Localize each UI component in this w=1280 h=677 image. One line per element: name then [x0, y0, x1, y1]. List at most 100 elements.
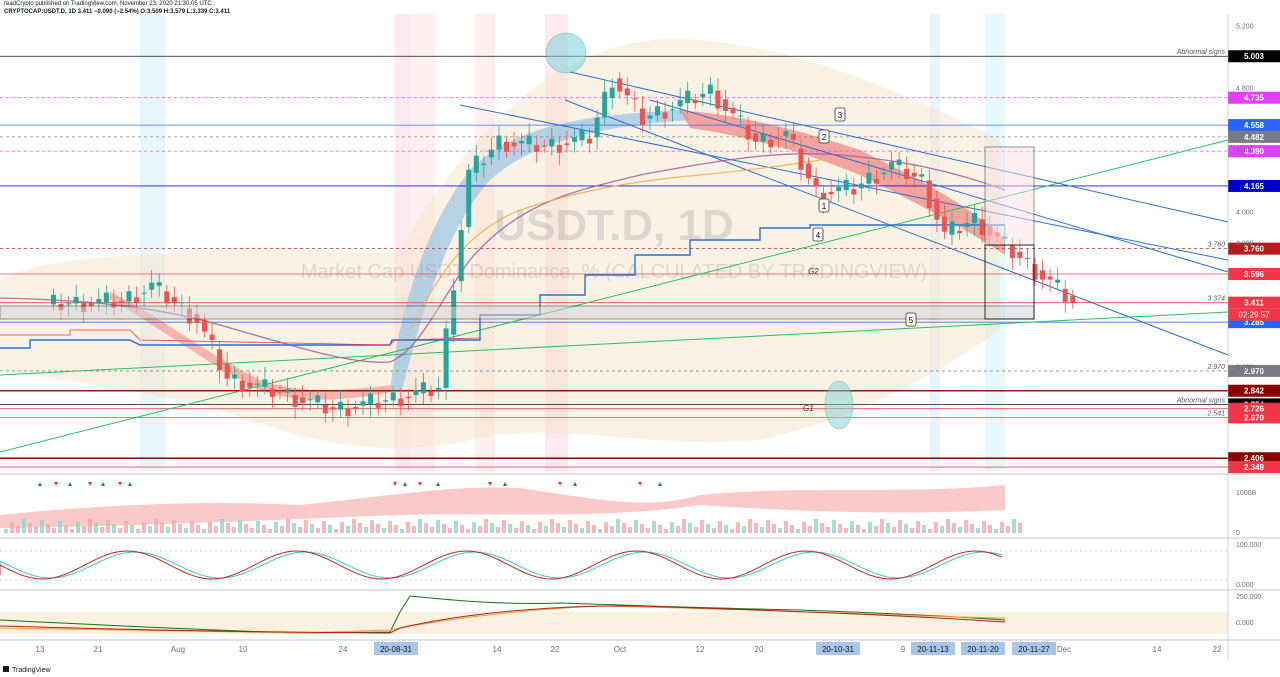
candle-body — [594, 117, 600, 138]
candle-body — [247, 382, 253, 388]
volume-bar — [118, 528, 122, 533]
candle-body — [979, 219, 985, 236]
drawing-boxes — [0, 32, 1035, 430]
volume-bar — [592, 525, 596, 533]
callout-box — [834, 107, 846, 122]
volume-bar — [844, 528, 848, 533]
volume-bar — [412, 526, 416, 533]
candle-body — [111, 301, 117, 308]
candle-body — [760, 133, 766, 142]
publish-info: readCrypto published on TradingView.com,… — [4, 1, 212, 7]
candle-body — [821, 192, 827, 202]
price-tag — [1228, 50, 1280, 63]
candle-body — [624, 88, 630, 96]
volume-bar — [760, 527, 764, 533]
candle-body — [134, 297, 140, 303]
candle-body — [836, 187, 842, 192]
volume-bar — [526, 525, 530, 533]
g2-label: G2 — [808, 267, 819, 276]
candle-body — [972, 213, 978, 224]
volume-bar — [298, 527, 302, 533]
volume-bar — [220, 519, 224, 533]
callout-box — [818, 198, 830, 213]
volume-bar — [388, 521, 392, 533]
volume-bar — [868, 522, 872, 533]
candle-body — [209, 334, 215, 340]
candle-body — [315, 395, 321, 403]
volume-bar — [820, 523, 824, 533]
candle-body — [828, 191, 834, 195]
volume-bar — [652, 521, 656, 533]
volume-bar — [598, 529, 602, 533]
callout-label: 5 — [909, 316, 914, 325]
volume-bar — [946, 519, 950, 533]
highlight-band — [140, 14, 165, 471]
price-tag-label: 2.970 — [1244, 367, 1265, 376]
candle-body — [919, 174, 925, 177]
x-tick-label: 9 — [901, 645, 906, 654]
volume-bar — [16, 526, 20, 533]
volume-bar — [352, 519, 356, 533]
price-tag-label: 3.596 — [1244, 270, 1265, 279]
signal-marker — [658, 482, 662, 486]
candle-body — [118, 301, 124, 303]
signal-marker — [488, 482, 492, 486]
volume-bar — [58, 521, 62, 533]
brand-label: TradingView — [12, 667, 51, 674]
volume-bar — [574, 524, 578, 533]
volume-bar — [430, 527, 434, 533]
x-tick-label: 22 — [1213, 645, 1222, 654]
candle-body — [473, 155, 479, 173]
volume-bar — [826, 527, 830, 533]
volume-bar — [748, 519, 752, 533]
x-date-tag — [374, 642, 418, 655]
candle-body — [149, 282, 155, 290]
candle-body — [1062, 288, 1068, 302]
candle-body — [141, 292, 147, 294]
candle-body — [934, 198, 940, 220]
volume-bar — [4, 529, 8, 533]
volume-bar — [640, 524, 644, 533]
ma-line-purple — [0, 153, 1006, 363]
price-tag — [1228, 384, 1280, 397]
volume-bar — [700, 520, 704, 533]
candle-body — [655, 106, 660, 116]
candle-body — [383, 400, 389, 402]
candle-body — [504, 141, 509, 152]
signal-marker — [393, 482, 397, 486]
volume-bar — [886, 523, 890, 533]
volume-bar — [304, 520, 308, 533]
time-axis[interactable]: 13 21 Aug 10 24 14 22 Oct 12 20 9 Dec 14 22 20-08-31 20… — [0, 639, 1280, 655]
candle-body — [322, 404, 328, 414]
candle-body — [420, 382, 426, 394]
signal-marker — [88, 482, 92, 486]
signal-marker — [68, 482, 72, 486]
price-axis[interactable]: 5.003 4.735 4.558 4.482 4.390 4.165 3.760 3.596… — [1227, 14, 1280, 660]
x-date-tag — [911, 642, 955, 655]
candle-body — [670, 109, 676, 111]
countdown-tag — [1228, 308, 1280, 321]
candle-body — [345, 408, 351, 417]
callout-box — [905, 312, 917, 327]
volume-bar — [772, 524, 776, 533]
x-tick-label: 10 — [239, 645, 248, 654]
candle-body — [564, 143, 570, 145]
x-date-tag-label: 20-11-27 — [1018, 645, 1050, 654]
candle-body — [1024, 257, 1030, 259]
volume-bar — [232, 527, 236, 533]
candle-body — [790, 134, 796, 140]
volume-bar — [712, 528, 716, 533]
volume-bar — [874, 526, 878, 533]
candle-body — [285, 388, 291, 393]
candle-body — [692, 100, 698, 104]
volume-bar — [796, 529, 800, 533]
volume-bar — [406, 522, 410, 533]
volume-bar — [922, 525, 926, 533]
volume-bar — [730, 529, 734, 533]
volume-bar — [418, 519, 422, 533]
candle-body — [413, 390, 419, 396]
volume-bar — [892, 527, 896, 533]
volume-bar — [664, 529, 668, 533]
volume-bar — [1012, 519, 1016, 533]
